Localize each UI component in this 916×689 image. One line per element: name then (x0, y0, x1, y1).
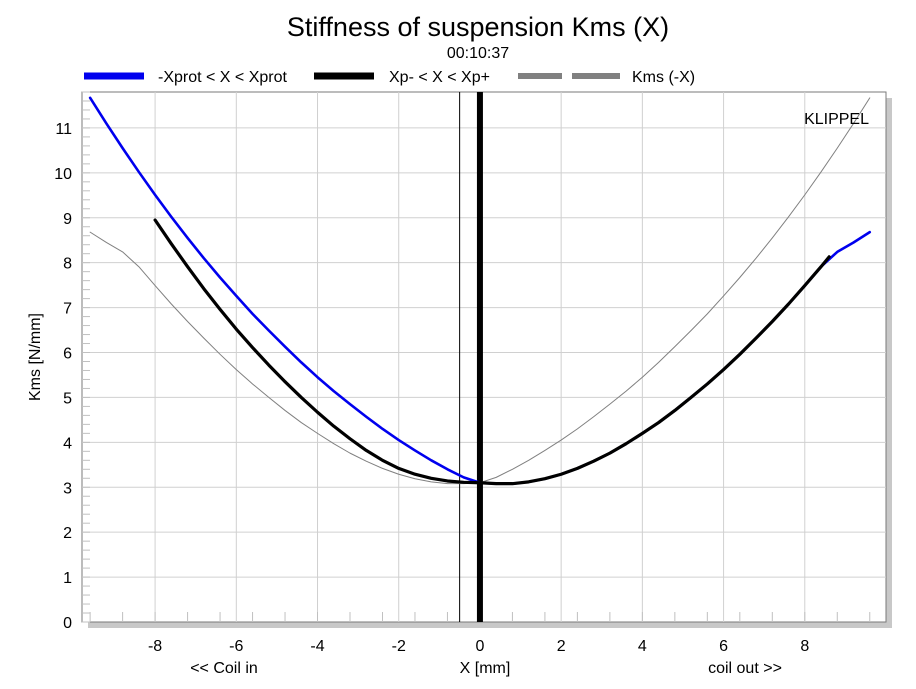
x-tick-label: 4 (638, 638, 647, 655)
y-tick-label: 1 (63, 570, 72, 587)
y-tick-label: 4 (63, 435, 72, 452)
y-tick-label: 3 (63, 480, 72, 497)
y-tick-label: 6 (63, 346, 72, 363)
x-axis-label: X [mm] (460, 660, 511, 677)
x-right-note: coil out >> (708, 660, 782, 677)
x-tick-labels: -8 -6 -4 -2 0 2 4 6 8 (148, 638, 809, 655)
legend-label: Xp- < X < Xp+ (389, 69, 490, 86)
y-tick-label: 11 (55, 121, 72, 138)
chart-subtitle: 00:10:37 (447, 45, 509, 62)
y-axis-label: Kms [N/mm] (27, 313, 44, 401)
legend: -Xprot < X < Xprot Xp- < X < Xp+ Kms (-X) (84, 69, 695, 86)
x-tick-label: -2 (392, 638, 406, 655)
y-tick-label: 0 (63, 615, 72, 632)
series-line-xp (153, 218, 831, 486)
minor-ticks (82, 91, 871, 623)
legend-label: Kms (-X) (632, 69, 695, 86)
y-tick-label: 10 (54, 166, 72, 183)
grid (82, 92, 886, 622)
x-tick-label: -8 (148, 638, 162, 655)
plot-area (81, 91, 887, 623)
chart-title: Stiffness of suspension Kms (X) (287, 12, 669, 42)
legend-label: -Xprot < X < Xprot (158, 69, 288, 86)
y-tick-label: 8 (63, 256, 72, 273)
x-left-note: << Coil in (190, 660, 258, 677)
y-tick-labels: 0 1 2 3 4 5 6 7 8 9 10 11 (54, 121, 72, 632)
x-tick-label: -6 (229, 638, 243, 655)
y-tick-label: 9 (63, 211, 72, 228)
x-tick-label: 8 (800, 638, 809, 655)
y-tick-label: 5 (63, 390, 72, 407)
y-tick-label: 2 (63, 525, 72, 542)
y-tick-label: 7 (63, 301, 72, 318)
x-tick-label: 6 (719, 638, 728, 655)
plot-shadow-bottom (88, 622, 892, 628)
x-tick-label: -4 (310, 638, 324, 655)
series-group (88, 96, 872, 486)
plot-shadow-right (886, 98, 892, 626)
vertical-markers (459, 92, 483, 622)
x-tick-label: 0 (475, 638, 484, 655)
x-tick-label: 2 (557, 638, 566, 655)
klippel-annotation: KLIPPEL (804, 111, 869, 128)
